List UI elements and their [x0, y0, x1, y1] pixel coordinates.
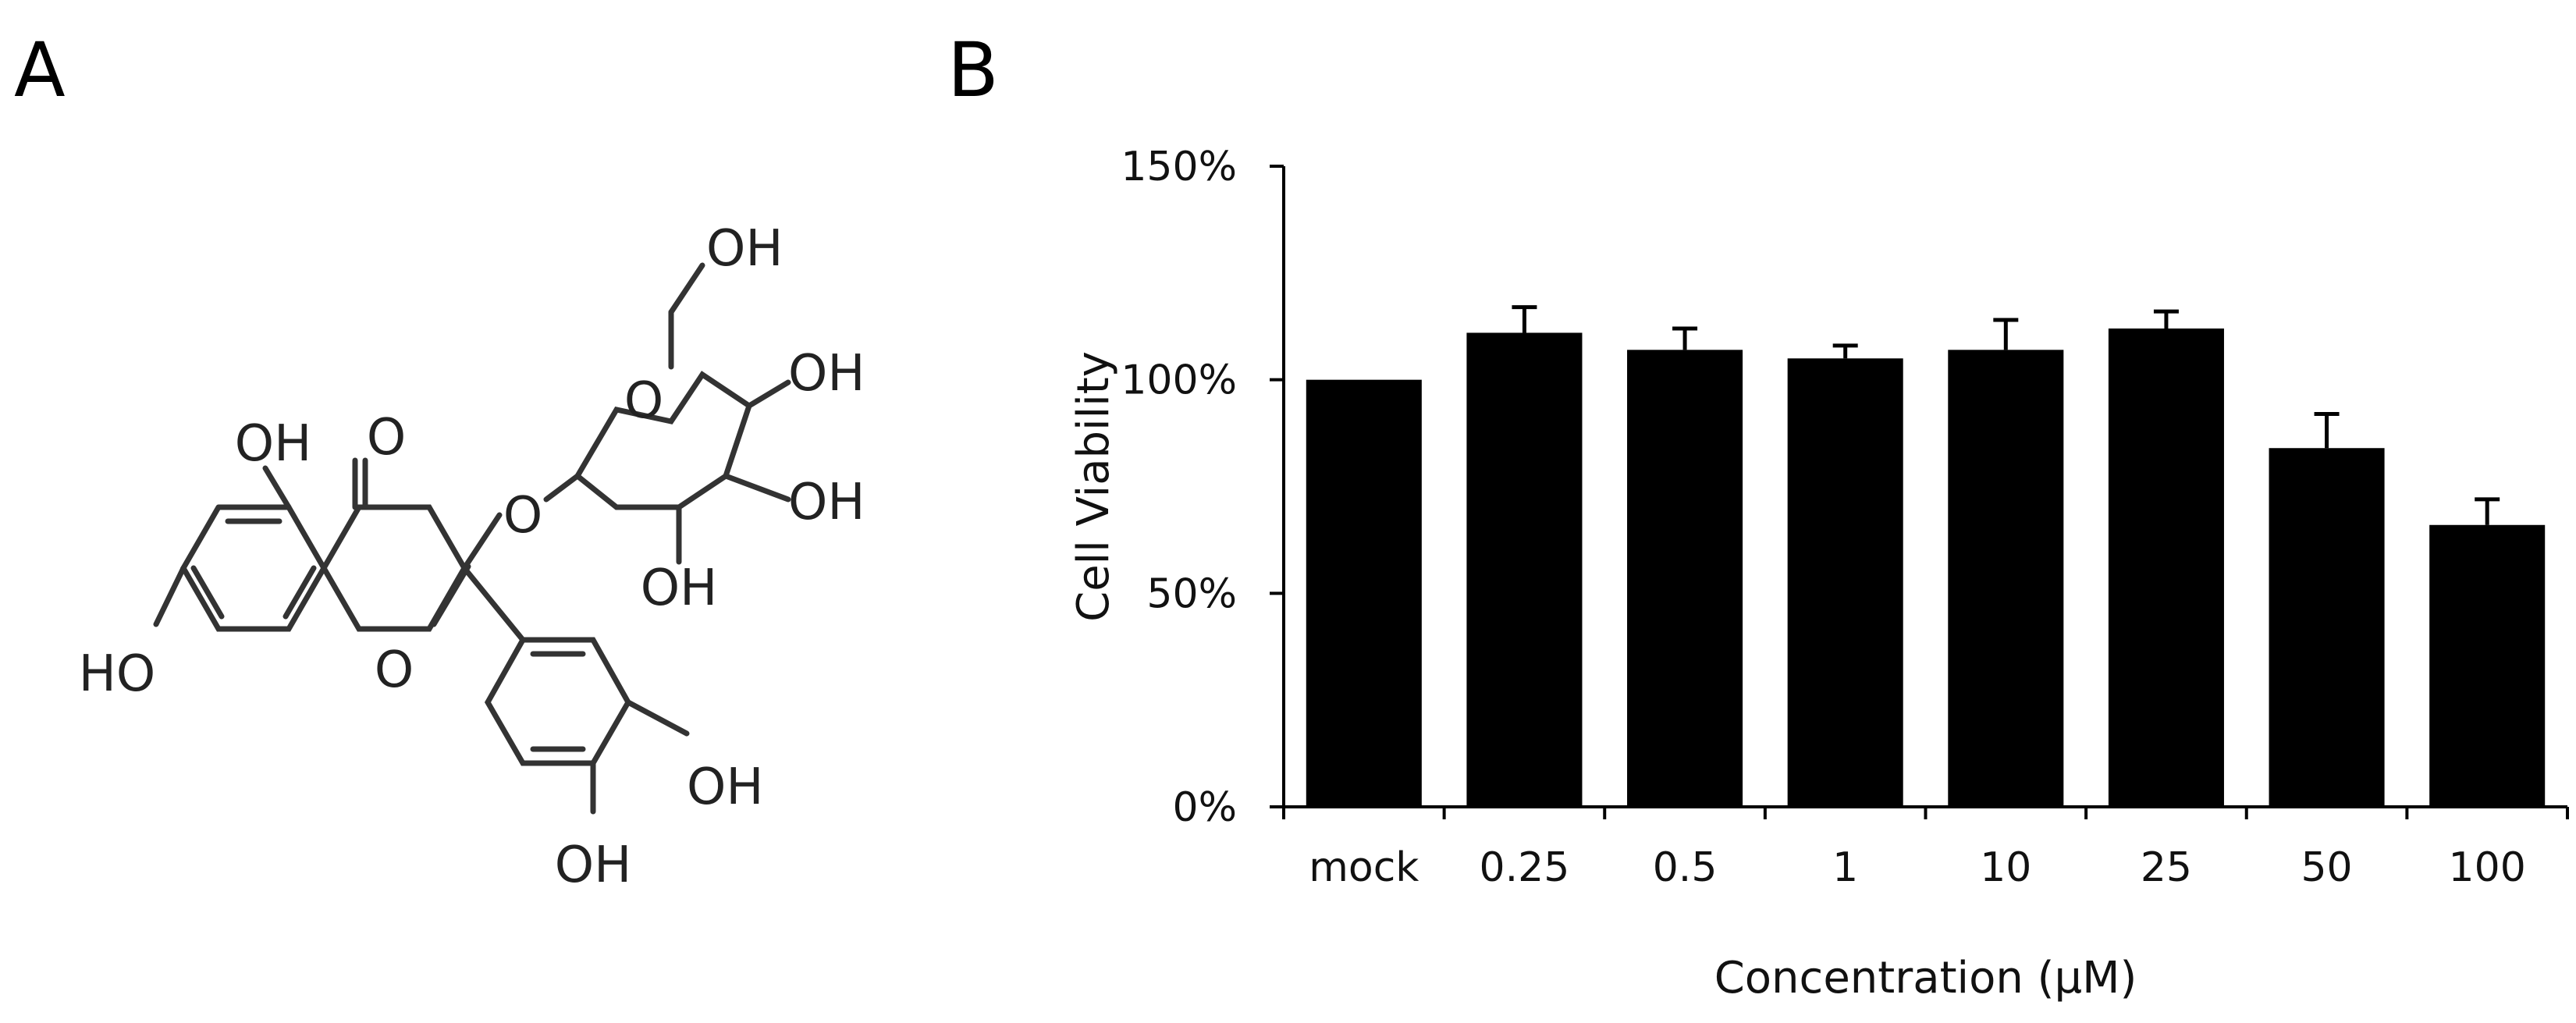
y-tick-label: 100% — [1121, 357, 1237, 404]
x-tick-label: 1 — [1832, 844, 1858, 891]
mol-label-carbonyl-o: O — [367, 409, 406, 467]
bar-chart: mock 0.25 0.5 1 10 25 50 100 0% 50% 100% 150% Cell … — [1068, 144, 2569, 1003]
y-axis-title: Cell Viability — [1068, 351, 1119, 622]
panel-b-label: B — [947, 27, 999, 114]
y-tick-label: 0% — [1173, 784, 1238, 831]
bar-1 — [1787, 358, 1903, 807]
x-tick-label: 100 — [2449, 844, 2526, 891]
y-tick-label: 150% — [1121, 144, 1237, 190]
mol-label-4-oh: OH — [788, 345, 865, 403]
mol-label-3-oh: OH — [788, 474, 865, 531]
x-tick-label: mock — [1309, 844, 1419, 891]
mol-label-7-oh: HO — [79, 645, 156, 703]
x-tick-label: 25 — [2141, 844, 2192, 891]
mol-label-ring-o-c: O — [375, 641, 414, 699]
mol-label-4p-oh: OH — [687, 758, 764, 816]
error-bars-layer — [1512, 305, 2500, 525]
y-tick-label: 50% — [1146, 570, 1237, 617]
x-tick-label: 50 — [2301, 844, 2352, 891]
mol-label-5-oh: OH — [235, 415, 312, 473]
bar-0.5 — [1627, 350, 1743, 807]
x-tick-label: 10 — [1980, 844, 2031, 891]
bar-100 — [2429, 524, 2546, 807]
mol-label-3p-oh: OH — [555, 837, 632, 894]
axes-layer: mock 0.25 0.5 1 10 25 50 100 0% 50% 100% 150% — [1121, 144, 2569, 891]
bar-10 — [1948, 350, 2064, 807]
bar-25 — [2108, 328, 2224, 807]
bar-50 — [2269, 448, 2385, 807]
mol-label-ch2oh: OH — [706, 220, 783, 278]
x-axis-title: Concentration (μM) — [1714, 953, 2137, 1003]
x-tick-label: 0.5 — [1653, 844, 1718, 891]
mol-label-glycosidic-o: O — [503, 487, 542, 545]
bars-layer — [1306, 328, 2546, 808]
x-tick-label: 0.25 — [1480, 844, 1570, 891]
molecule-structure: OH OH OH OH O O O OH HO O OH OH — [79, 220, 865, 894]
panel-a-label: A — [14, 27, 66, 114]
mol-label-ring-o: O — [624, 372, 663, 430]
bar-mock — [1306, 379, 1422, 808]
mol-label-2-oh: OH — [641, 559, 718, 617]
bar-0.25 — [1466, 332, 1583, 808]
